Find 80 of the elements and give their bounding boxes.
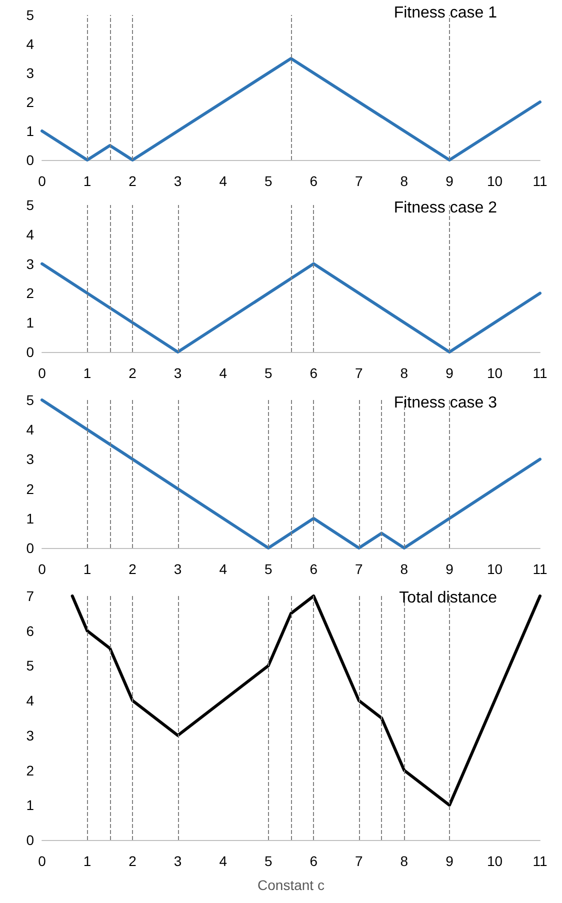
x-tick-label: 1 xyxy=(83,853,92,869)
x-tick-label: 5 xyxy=(264,561,272,577)
y-tick-label: 4 xyxy=(26,692,34,709)
y-tick-label: 5 xyxy=(26,392,34,408)
x-tick-label: 9 xyxy=(446,853,454,869)
x-tick-label: 2 xyxy=(128,561,137,577)
x-tick-label: 2 xyxy=(128,365,137,381)
x-tick-label: 0 xyxy=(38,365,46,381)
x-tick-label: 10 xyxy=(486,365,503,381)
x-tick-label: 7 xyxy=(355,173,364,189)
x-tick-label: 0 xyxy=(38,173,46,189)
x-tick-label: 0 xyxy=(38,561,46,577)
chart-title: Total distance xyxy=(399,590,498,606)
y-tick-label: 3 xyxy=(26,65,34,81)
x-tick-label: 1 xyxy=(83,561,92,577)
x-tick-label: 7 xyxy=(355,561,364,577)
y-tick-label: 2 xyxy=(26,480,34,497)
y-tick-label: 4 xyxy=(26,226,34,242)
x-tick-label: 2 xyxy=(128,853,137,869)
y-tick-label: 3 xyxy=(26,256,34,272)
y-tick-label: 0 xyxy=(26,152,34,168)
x-tick-label: 6 xyxy=(310,561,318,577)
x-axis-title: Constant c xyxy=(258,877,324,893)
y-tick-label: 1 xyxy=(26,797,34,814)
y-tick-label: 7 xyxy=(26,588,34,604)
x-tick-label: 3 xyxy=(174,853,182,869)
x-tick-label: 2 xyxy=(128,173,137,189)
y-tick-label: 5 xyxy=(26,7,34,23)
x-tick-label: 9 xyxy=(446,173,454,189)
x-tick-label: 11 xyxy=(532,365,548,381)
x-tick-label: 7 xyxy=(355,365,364,381)
y-tick-label: 0 xyxy=(26,540,34,556)
y-tick-label: 4 xyxy=(26,36,34,52)
x-tick-label: 9 xyxy=(446,365,454,381)
x-tick-label: 6 xyxy=(310,853,318,869)
chart-title: Fitness case 1 xyxy=(394,4,498,22)
x-tick-label: 11 xyxy=(532,561,548,577)
x-tick-label: 10 xyxy=(486,561,503,577)
x-tick-label: 3 xyxy=(174,365,182,381)
y-tick-label: 2 xyxy=(26,762,34,778)
x-tick-label: 4 xyxy=(219,853,228,869)
y-tick-label: 5 xyxy=(26,658,34,674)
x-tick-label: 8 xyxy=(400,365,408,381)
x-tick-label: 11 xyxy=(532,173,548,189)
x-tick-label: 8 xyxy=(400,853,408,869)
x-tick-label: 6 xyxy=(310,173,318,189)
y-tick-label: 1 xyxy=(26,314,34,331)
y-tick-label: 0 xyxy=(26,832,34,848)
line-series xyxy=(40,57,542,162)
y-tick-label: 5 xyxy=(26,197,34,213)
y-tick-label: 2 xyxy=(26,94,34,110)
y-tick-label: 3 xyxy=(26,451,34,468)
x-tick-label: 11 xyxy=(532,853,548,869)
x-tick-label: 1 xyxy=(83,173,92,189)
x-tick-label: 3 xyxy=(174,561,182,577)
x-tick-label: 7 xyxy=(355,853,364,869)
y-tick-label: 2 xyxy=(26,285,34,302)
x-tick-label: 3 xyxy=(174,173,182,189)
x-tick-label: 10 xyxy=(486,853,503,869)
x-tick-label: 9 xyxy=(446,561,454,577)
y-tick-label: 1 xyxy=(26,510,34,526)
x-tick-label: 5 xyxy=(264,365,272,381)
y-tick-label: 4 xyxy=(26,422,34,438)
y-tick-label: 3 xyxy=(26,727,34,744)
x-tick-label: 5 xyxy=(264,173,272,189)
chart-title: Fitness case 3 xyxy=(394,394,498,412)
x-tick-label: 1 xyxy=(83,365,92,381)
x-tick-label: 8 xyxy=(400,173,408,189)
y-tick-label: 1 xyxy=(26,123,34,139)
chart-title: Fitness case 2 xyxy=(394,200,498,216)
x-tick-label: 6 xyxy=(310,365,318,381)
x-tick-label: 10 xyxy=(486,173,503,189)
x-tick-label: 4 xyxy=(219,173,228,189)
y-tick-label: 6 xyxy=(26,622,34,639)
x-tick-label: 4 xyxy=(219,561,228,577)
x-tick-label: 8 xyxy=(400,561,408,577)
y-tick-label: 0 xyxy=(26,344,34,360)
x-tick-label: 5 xyxy=(264,853,272,869)
x-tick-label: 0 xyxy=(38,853,46,869)
x-tick-label: 4 xyxy=(219,365,228,381)
